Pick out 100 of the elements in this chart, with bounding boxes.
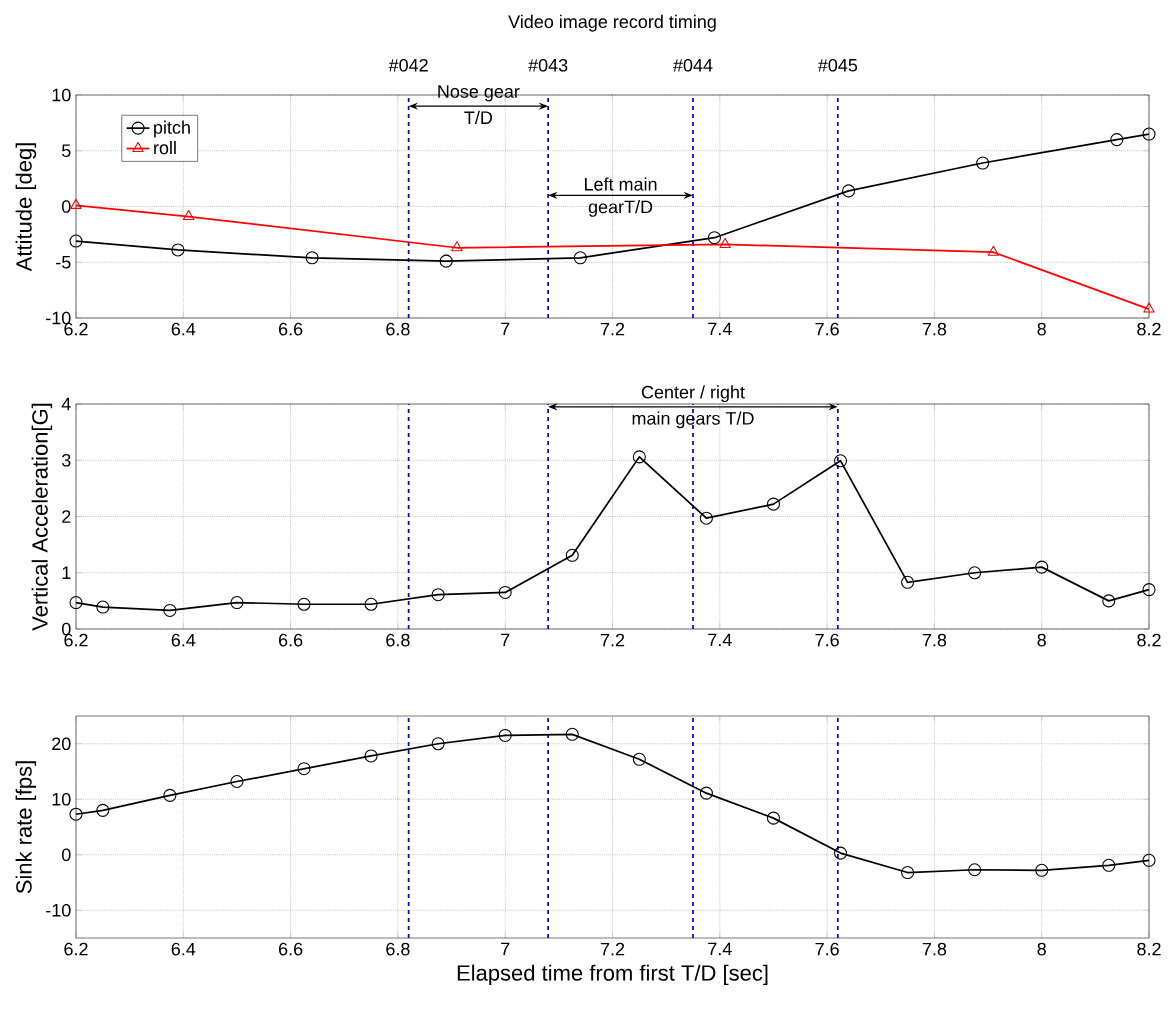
x-tick-label: 6.2 (64, 942, 88, 956)
chart-title: Video image record timing (508, 14, 716, 32)
point (565, 548, 579, 562)
point (1143, 302, 1155, 313)
y-tick-label: 3 (61, 453, 71, 467)
point (1142, 583, 1156, 597)
y-tick-label: 0 (61, 848, 71, 862)
point (565, 727, 579, 741)
x-tick-label: 6.4 (171, 322, 196, 336)
point (69, 596, 83, 610)
point (1102, 594, 1116, 608)
x-tick-label: 7.8 (922, 322, 947, 336)
annotation: Nose gear (438, 85, 520, 102)
annotation: main gears T/D (632, 411, 754, 429)
point (439, 254, 453, 268)
text: #045 (817, 58, 858, 72)
x-tick-label: 7.6 (815, 322, 839, 336)
point (833, 846, 848, 860)
point (96, 600, 110, 614)
annotation: Left main (585, 177, 657, 191)
x-tick-label: 8.2 (1137, 633, 1161, 647)
x-tick-label: 7.4 (708, 942, 732, 956)
x-tick-label: 8 (1037, 942, 1046, 956)
point (1102, 858, 1116, 872)
y-tick-label: 0 (61, 200, 71, 213)
x-tick-label: 7.6 (815, 942, 839, 956)
point (163, 788, 177, 802)
y-tick-label: 1 (62, 566, 71, 579)
y-tick-label: 10 (52, 88, 71, 102)
x-tick-label: 7.2 (600, 633, 625, 647)
y-tick-label: 2 (62, 510, 71, 523)
x-tick-label: 6.6 (279, 942, 303, 956)
x-tick-label: 8 (1037, 322, 1046, 336)
point (833, 454, 848, 468)
y-tick-label: -10 (46, 903, 71, 917)
point (901, 865, 915, 880)
point (431, 737, 445, 751)
point (163, 603, 177, 617)
point (968, 863, 982, 877)
x-tick-label: 6.8 (386, 942, 410, 956)
point (1142, 127, 1156, 141)
x-tick-label: 6.4 (171, 633, 196, 647)
point (182, 210, 195, 221)
x-axis-title: Elapsed time from first T/D [sec] (457, 964, 768, 986)
x-tick-label: 7.6 (815, 633, 839, 647)
text: #043 (528, 58, 568, 72)
point (699, 786, 713, 800)
point (766, 497, 780, 511)
point (230, 596, 244, 610)
x-tick-label: 6.6 (279, 322, 303, 336)
point (431, 588, 445, 602)
point (70, 198, 82, 209)
point (968, 566, 982, 580)
point (976, 156, 990, 170)
point (171, 243, 185, 257)
y-tick-label: 20 (52, 737, 71, 751)
point (1110, 133, 1124, 147)
point (69, 234, 83, 248)
point (1035, 863, 1049, 877)
point (632, 752, 646, 766)
x-tick-label: 8 (1037, 633, 1046, 647)
point (451, 241, 463, 252)
y-axis-title: Vertical Acceleration[G] (31, 403, 53, 631)
point (498, 728, 512, 742)
point (766, 811, 780, 825)
point (364, 597, 378, 611)
point (632, 450, 646, 464)
x-tick-label: 7.2 (600, 942, 625, 956)
point (364, 749, 378, 763)
text: #042 (388, 58, 428, 72)
point (230, 774, 244, 789)
point (297, 762, 311, 776)
point (1035, 560, 1049, 574)
point (1142, 853, 1156, 867)
text: #044 (673, 58, 713, 72)
point (96, 803, 110, 817)
point (573, 251, 587, 265)
point (987, 245, 1000, 256)
x-tick-label: 7.4 (708, 633, 732, 647)
y-axis-title: Sink rate [fps] (15, 761, 37, 894)
annotation: Center / right (641, 385, 745, 403)
x-tick-label: 7.4 (708, 322, 732, 336)
point (69, 807, 83, 821)
x-tick-label: 7.8 (922, 942, 947, 956)
annotation: gearT/D (588, 200, 653, 217)
point (297, 597, 311, 611)
x-tick-label: 7 (501, 322, 510, 336)
point (498, 585, 512, 599)
x-tick-label: 7.2 (600, 322, 625, 336)
y-tick-label: -5 (56, 255, 71, 269)
annotation: T/D (464, 110, 493, 125)
x-tick-label: 6.4 (171, 942, 196, 956)
x-tick-label: 7 (501, 942, 510, 956)
legend-label: pitch (154, 120, 190, 138)
legend-label: roll (154, 141, 176, 155)
x-tick-label: 8.2 (1137, 322, 1161, 336)
x-tick-label: 6.8 (386, 633, 410, 647)
y-tick-label: 4 (61, 397, 71, 411)
y-axis-title: Attitude [deg] (15, 143, 37, 272)
point (699, 511, 713, 525)
